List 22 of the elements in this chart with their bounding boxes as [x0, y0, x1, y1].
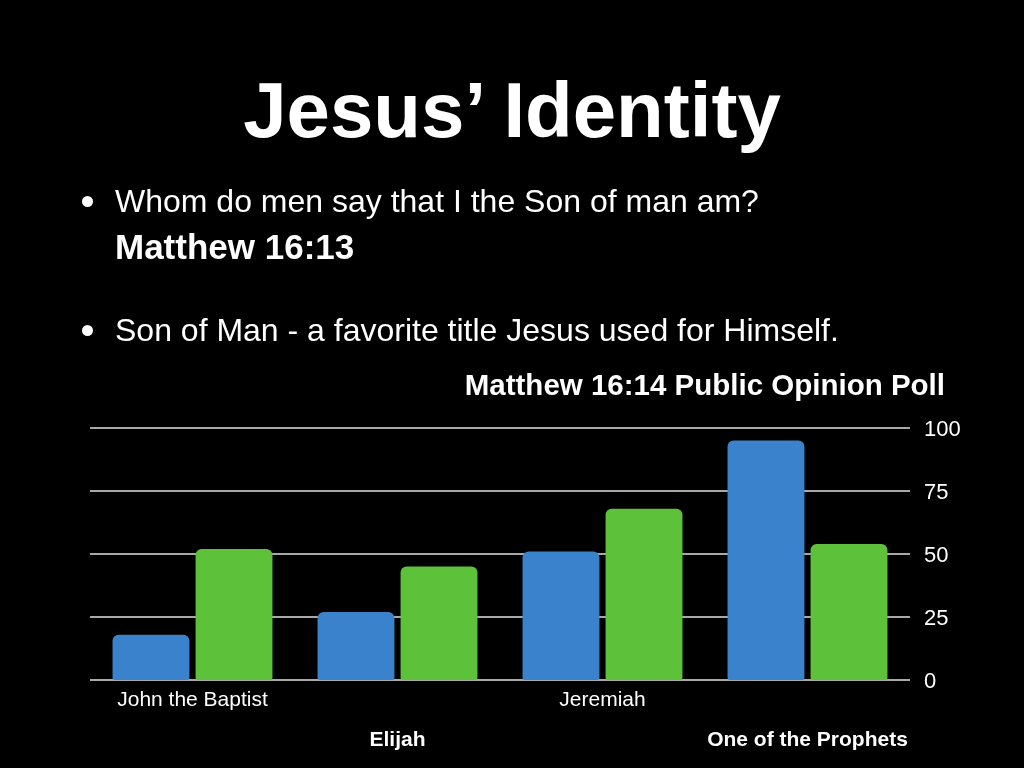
text: Whom do men say that I the Son of man am?: [115, 183, 759, 219]
bar: [522, 551, 600, 680]
chart-subtitle: Matthew 16:14 Public Opinion Poll: [464, 367, 946, 401]
bar: [605, 508, 683, 680]
x-tick-label: One of the Prophets: [707, 727, 908, 750]
text: Matthew 16:13: [115, 226, 355, 268]
bar: [195, 548, 273, 680]
y-tick-label: 50: [924, 541, 949, 567]
y-tick-label: 0: [924, 667, 937, 693]
x-tick-label: John the Baptist: [117, 687, 268, 710]
y-tick-label: 100: [924, 415, 961, 441]
y-tick-label: 75: [924, 478, 949, 504]
x-tick-label: Jeremiah: [559, 687, 646, 710]
x-tick-label: Elijah: [369, 727, 426, 750]
bar: [400, 566, 478, 680]
bar: [727, 440, 805, 680]
text: Son of Man - a favorite title Jesus used for Himself.: [115, 312, 839, 348]
bar: [810, 543, 888, 680]
bar: [317, 611, 395, 680]
bar: [112, 634, 190, 680]
chart-title: Jesus’ Identity: [242, 65, 782, 156]
y-tick-label: 25: [924, 604, 949, 630]
